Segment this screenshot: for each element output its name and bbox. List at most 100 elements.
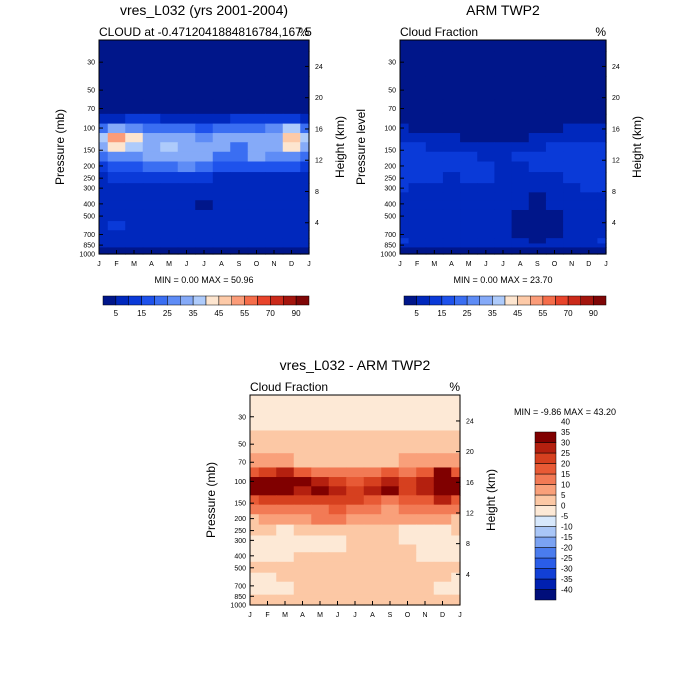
heatmap-cell: [265, 247, 284, 253]
heatmap-cell: [398, 495, 417, 506]
heatmap-cell: [528, 200, 547, 211]
colorbar-swatch: [454, 295, 468, 306]
heatmap-cell: [528, 40, 547, 52]
colorbar-swatch: [534, 589, 557, 601]
heatmap-cell: [282, 238, 301, 245]
heatmap-cell: [363, 514, 382, 526]
heatmap-cell: [460, 200, 478, 211]
heatmap-cell: [107, 172, 126, 184]
y-tick-label: 150: [384, 148, 396, 155]
heatmap-cell: [125, 243, 144, 249]
heatmap-cell: [494, 99, 513, 115]
heatmap-cell: [545, 192, 564, 201]
heatmap-cell: [528, 221, 547, 231]
heatmap-cell: [528, 247, 547, 253]
heatmap-cell: [400, 142, 410, 153]
heatmap-cell: [545, 247, 564, 253]
heatmap-cell: [282, 51, 301, 77]
heatmap-cell: [363, 524, 382, 537]
heatmap-cell: [580, 247, 599, 253]
heatmap-cell: [563, 133, 581, 143]
heatmap-cell: [580, 142, 599, 153]
heatmap-cell: [442, 151, 461, 163]
heatmap-cell: [363, 467, 382, 478]
heatmap-cell: [195, 151, 214, 163]
heatmap-cell: [276, 535, 295, 546]
heatmap-cell: [460, 113, 478, 125]
heatmap-cell: [99, 161, 109, 173]
heatmap-cell: [276, 581, 295, 591]
heatmap-cell: [563, 99, 581, 115]
colorbar-label: 40: [561, 418, 570, 427]
colorbar-swatch: [244, 295, 258, 306]
heatmap-cell: [293, 467, 312, 478]
heatmap-cell: [597, 51, 607, 77]
heatmap-cell: [400, 247, 410, 253]
heatmap-cell: [528, 161, 547, 173]
heatmap-cell: [195, 247, 214, 253]
panel-diff: vres_L032 - ARM TWP2 Cloud Fraction % J F M A M…: [204, 357, 616, 619]
heatmap-cell: [230, 238, 249, 245]
heatmap-cell: [563, 192, 581, 201]
heatmap-cell: [563, 247, 581, 253]
heatmap-cell: [408, 209, 427, 222]
colorbar-swatch: [504, 295, 518, 306]
heatmap-cell: [400, 123, 410, 134]
heatmap-cell: [451, 486, 461, 496]
heatmap-cell: [300, 238, 310, 245]
heatmap-cell: [107, 221, 126, 231]
heatmap-cell: [545, 243, 564, 249]
colorbar-label: 20: [561, 460, 570, 469]
heatmap-cell: [425, 40, 444, 52]
right-string: %: [449, 380, 460, 394]
heatmap-cell: [230, 192, 249, 201]
heatmap-cell: [276, 395, 295, 407]
heatmap-cell: [408, 133, 427, 143]
heatmap-cell: [416, 589, 435, 596]
heatmap-cell: [282, 40, 301, 52]
heatmap-cell: [346, 477, 365, 487]
heatmap-cell: [408, 247, 427, 253]
heatmap-cell: [195, 172, 214, 184]
y-tick-label: 400: [384, 201, 396, 208]
heatmap-cell: [580, 209, 599, 222]
heatmap-cell: [408, 99, 427, 115]
heatmap-cell: [160, 243, 179, 249]
colorbar-swatch: [534, 505, 557, 517]
heatmap-cell: [346, 495, 365, 506]
heatmap-cell: [311, 486, 330, 496]
heatmap-cell: [247, 40, 266, 52]
heatmap-cell: [477, 99, 496, 115]
heatmap-cell: [99, 230, 109, 239]
heatmap-cell: [494, 161, 513, 173]
heatmap-cell: [460, 40, 478, 52]
heatmap-cell: [160, 221, 179, 231]
heatmap-cell: [125, 99, 144, 115]
heatmap-cell: [311, 504, 330, 515]
heatmap-cell: [142, 183, 161, 193]
heatmap-cell: [477, 133, 496, 143]
heatmap-cell: [212, 247, 231, 253]
y-tick-label: 150: [83, 148, 95, 155]
heatmap-cell: [416, 477, 435, 487]
heatmap-cell: [398, 524, 417, 537]
x-tick-label: A: [219, 261, 224, 268]
heatmap-cell: [477, 200, 496, 211]
colorbar-swatch: [492, 295, 506, 306]
heatmap-cell: [282, 151, 301, 163]
heatmap-cell: [580, 151, 599, 163]
x-tick-label: F: [114, 261, 118, 268]
heatmap-cell: [160, 230, 179, 239]
heatmap-cell: [346, 405, 365, 432]
y-tick-label: 50: [388, 88, 396, 95]
heatmap-cell: [451, 572, 461, 583]
heatmap-cell: [563, 230, 581, 239]
heatmap-cell: [381, 405, 400, 432]
heatmap-cell: [282, 161, 301, 173]
x-tick-label: M: [431, 261, 437, 268]
heatmap-cell: [346, 395, 365, 407]
heatmap-cell: [416, 544, 435, 553]
heatmap-cell: [398, 594, 417, 600]
heatmap-cell: [107, 230, 126, 239]
